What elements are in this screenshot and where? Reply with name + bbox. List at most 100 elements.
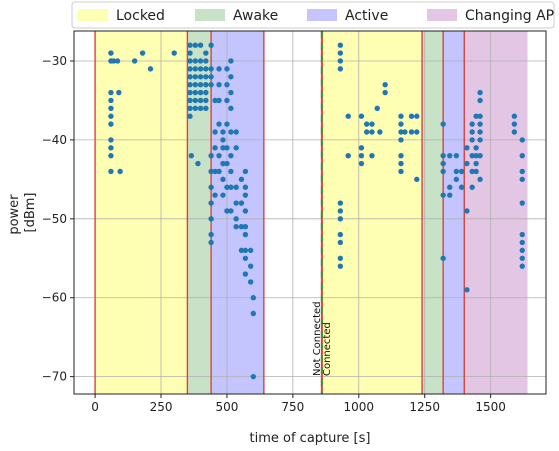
legend-swatch-locked: [78, 9, 108, 21]
data-point: [511, 129, 518, 135]
data-point: [224, 160, 230, 167]
data-point: [192, 105, 198, 112]
data-point: [203, 89, 209, 96]
data-point: [224, 97, 230, 104]
data-point: [242, 271, 249, 277]
y-axis-ticks: −70 −60 −50 −40 −30: [42, 54, 74, 384]
data-point: [108, 89, 114, 96]
data-point: [398, 121, 404, 127]
data-point: [224, 121, 230, 127]
data-point: [220, 176, 226, 183]
y-axis-label-line-1: power: [7, 194, 22, 235]
x-axis-label: time of capture [s]: [250, 431, 371, 446]
data-point: [519, 255, 525, 261]
data-point: [187, 58, 193, 64]
legend: Locked Awake Active Changing AP: [71, 1, 555, 29]
data-point: [473, 160, 479, 167]
data-point: [208, 216, 214, 222]
gridlines: [74, 31, 546, 394]
data-point: [192, 89, 198, 96]
region-awake-4: [422, 31, 444, 394]
x-axis-ticks: 0 250 500 750 1000 1250 1500: [91, 394, 506, 414]
data-point: [363, 129, 370, 135]
data-point: [208, 42, 214, 48]
y-tick-label: −40: [42, 133, 67, 147]
data-point: [337, 42, 344, 48]
data-point: [382, 89, 388, 96]
data-point: [197, 58, 204, 64]
data-point: [519, 137, 525, 143]
data-point: [228, 74, 234, 80]
data-point: [139, 50, 146, 56]
data-point: [519, 239, 525, 246]
legend-label-awake: Awake: [233, 8, 278, 24]
data-point: [511, 113, 518, 119]
data-point: [233, 129, 239, 135]
legend-swatch-awake: [195, 9, 225, 21]
data-point: [242, 247, 249, 254]
data-point: [203, 97, 209, 104]
data-point: [358, 160, 365, 167]
data-point: [464, 208, 470, 214]
region-changing-ap-6: [464, 31, 528, 394]
data-point: [414, 129, 420, 135]
data-point: [192, 58, 198, 64]
data-point: [197, 81, 204, 88]
data-point: [203, 74, 209, 80]
data-point: [233, 145, 239, 151]
region-awake-1: [187, 31, 212, 394]
data-point: [337, 50, 344, 56]
legend-label-changing-ap: Changing AP: [465, 8, 554, 24]
data-point: [398, 152, 404, 159]
data-point: [247, 263, 254, 269]
data-point: [131, 58, 138, 64]
data-point: [477, 113, 483, 119]
data-point: [212, 97, 218, 104]
data-point: [224, 208, 230, 214]
data-point: [250, 295, 257, 301]
data-point: [477, 176, 483, 183]
data-point: [187, 89, 193, 96]
data-point: [242, 208, 249, 214]
data-point: [208, 74, 214, 80]
y-axis-label: power [dBm]: [7, 190, 38, 234]
data-point: [398, 129, 404, 135]
data-point: [224, 81, 230, 88]
legend-label-locked: Locked: [116, 8, 165, 24]
data-point: [197, 74, 204, 80]
data-point: [398, 160, 404, 167]
data-point: [108, 145, 114, 151]
data-point: [212, 145, 218, 151]
data-point: [408, 113, 415, 119]
x-tick-label: 1500: [475, 400, 506, 414]
data-point: [188, 152, 195, 159]
x-tick-label: 1000: [344, 400, 375, 414]
data-points: [108, 42, 525, 380]
data-point: [220, 160, 226, 167]
data-point: [228, 152, 234, 159]
data-point: [216, 81, 222, 88]
data-point: [337, 58, 344, 64]
not-connected-label: Not Connected: [312, 301, 323, 376]
data-point: [208, 239, 214, 246]
data-point: [345, 113, 351, 119]
data-point: [242, 255, 249, 261]
data-point: [216, 97, 222, 104]
data-point: [238, 247, 245, 254]
data-point: [233, 216, 239, 222]
data-point: [402, 129, 408, 135]
data-point: [238, 176, 245, 183]
data-point: [250, 310, 257, 317]
data-point: [108, 152, 114, 159]
data-point: [203, 81, 209, 88]
data-point: [228, 168, 234, 175]
data-point: [447, 152, 453, 159]
data-point: [195, 160, 201, 167]
data-point: [358, 145, 365, 151]
data-point: [477, 137, 483, 143]
connected-label: Connected: [322, 322, 333, 376]
data-point: [369, 121, 375, 127]
data-point: [369, 129, 375, 135]
legend-swatch-changing-ap: [427, 9, 457, 21]
